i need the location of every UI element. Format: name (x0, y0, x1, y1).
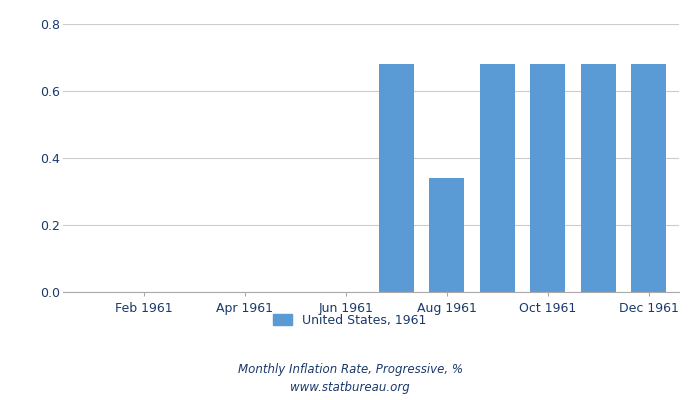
Bar (480, 64, 515, 292)
Bar (530, 64, 566, 292)
Text: Monthly Inflation Rate, Progressive, %: Monthly Inflation Rate, Progressive, % (237, 364, 463, 376)
Bar (429, 178, 464, 292)
Text: www.statbureau.org: www.statbureau.org (290, 382, 410, 394)
Bar (631, 64, 666, 292)
Legend: United States, 1961: United States, 1961 (268, 309, 432, 332)
Bar (580, 64, 616, 292)
Bar (379, 64, 414, 292)
